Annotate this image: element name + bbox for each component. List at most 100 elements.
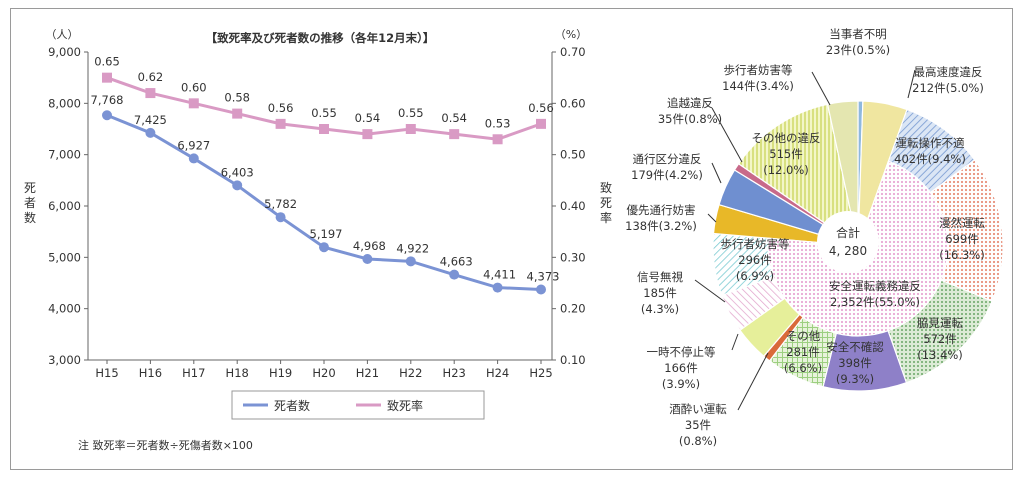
data-label-rate: 0.65 [94, 55, 120, 69]
line-chart: 【致死率及び死者数の推移（各年12月末）】 （人） （%） 9,000 8,000 7,0… [24, 28, 612, 452]
right-axis-unit: （%） [555, 28, 587, 41]
point-rate [232, 108, 243, 119]
point-rate [492, 134, 503, 145]
pie-label-name: 安全不確認 [826, 340, 884, 354]
pie-center-value: 4, 280 [829, 244, 867, 258]
pie-label-value: 212件(5.0%) [912, 81, 984, 95]
right-tick-label: 0.20 [560, 302, 586, 316]
data-label-deaths: 5,197 [310, 227, 343, 241]
pie-label-name: 歩行者妨害等 [721, 237, 790, 251]
point-deaths [319, 242, 329, 253]
figure-frame [10, 8, 1013, 470]
pie-label-pct: (4.3%) [641, 302, 679, 316]
point-rate [102, 72, 112, 83]
right-tick-label: 0.60 [560, 96, 586, 110]
pie-slice [737, 103, 859, 248]
pie-slice [826, 100, 859, 247]
data-label-deaths: 4,968 [353, 239, 386, 253]
data-label-deaths: 4,922 [396, 241, 429, 255]
pie-label-pct: (12.0%) [763, 163, 809, 177]
x-tick-label: H24 [486, 366, 509, 380]
pie-label-pct: (9.3%) [836, 372, 874, 386]
pie-center-label: 合計 [836, 225, 860, 240]
point-deaths [449, 269, 460, 280]
data-label-rate: 0.60 [181, 80, 207, 94]
point-deaths [362, 253, 373, 264]
legend-label-deaths: 死者数 [274, 398, 310, 413]
series-line-deaths [106, 113, 542, 292]
pie-label-name: 優先通行妨害 [627, 203, 696, 217]
x-tick-label: H21 [356, 366, 379, 380]
pie-leader-line [707, 213, 717, 223]
point-rate [188, 98, 199, 109]
left-tick-label: 6,000 [48, 199, 81, 213]
right-tick-label: 0.10 [560, 353, 586, 367]
pie-label-count: 296件 [738, 253, 771, 267]
pie-inner-label-name: 安全運転義務違反 [829, 279, 921, 293]
point-deaths [536, 284, 546, 295]
legend-label-rate: 致死率 [387, 398, 423, 413]
data-label-rate: 0.56 [268, 101, 294, 115]
pie-leader-line [731, 333, 739, 351]
pie-chart: 合計 4, 280 当事者不明 23件(0.5%) 最高速度違反 212件(5.0%) 運転… [625, 27, 1004, 448]
point-deaths [405, 256, 416, 267]
data-label-deaths: 4,411 [483, 268, 516, 282]
pie-inner-label-value: 2,352件(55.0%) [830, 295, 920, 309]
data-label-rate: 0.55 [311, 106, 337, 120]
data-label-rate: 0.54 [441, 111, 467, 125]
data-label-rate: 0.58 [224, 91, 250, 105]
data-label-deaths: 4,663 [440, 255, 473, 269]
right-axis-title: 致死率 [600, 181, 612, 225]
x-tick-label: H23 [443, 366, 466, 380]
data-label-deaths: 7,425 [134, 113, 167, 127]
pie-label-count: 185件 [643, 286, 676, 300]
data-label-deaths: 6,403 [221, 165, 254, 179]
pie-label-pct: (13.4%) [917, 348, 963, 362]
pie-label-name: 通行区分違反 [633, 152, 702, 166]
left-tick-label: 5,000 [48, 250, 81, 264]
pie-leader-line [694, 279, 726, 303]
point-deaths [102, 110, 112, 121]
x-tick-label: H19 [269, 366, 292, 380]
point-rate [319, 124, 329, 134]
pie-leader-line [737, 352, 769, 411]
left-tick-label: 8,000 [48, 96, 81, 110]
point-deaths [492, 282, 503, 293]
left-axis-title: 死者数 [24, 181, 36, 225]
pie-label-count: 281件 [786, 345, 819, 359]
pie-label-count: 35件 [685, 418, 711, 432]
pie-label-name: 信号無視 [637, 270, 683, 284]
pie-label-value: 23件(0.5%) [826, 43, 890, 57]
x-tick-label: H18 [226, 366, 249, 380]
pie-label-name: 運転操作不適 [896, 136, 965, 150]
pie-label-count: 166件 [664, 361, 697, 375]
pie-leader-line [811, 71, 831, 106]
pie-center-hole [817, 211, 879, 273]
pie-label-name: 漫然運転 [939, 216, 985, 230]
pie-label-name: 歩行者妨害等 [724, 63, 793, 77]
pie-label-pct: (16.3%) [939, 248, 985, 262]
left-tick-label: 7,000 [48, 148, 81, 162]
point-rate [449, 129, 460, 140]
point-rate [145, 88, 156, 99]
pie-label-value: 138件(3.2%) [625, 219, 697, 233]
left-tick-label: 4,000 [48, 302, 81, 316]
pie-label-name: 追越違反 [667, 96, 713, 110]
right-tick-label: 0.30 [560, 250, 586, 264]
pie-label-name: 酒酔い運転 [669, 402, 727, 416]
pie-label-pct: (6.9%) [736, 269, 774, 283]
x-tick-label: H16 [139, 366, 162, 380]
pie-label-pct: (0.8%) [679, 434, 717, 448]
pie-leader-line [907, 69, 916, 99]
left-tick-label: 9,000 [48, 45, 81, 59]
data-label-deaths: 4,373 [527, 270, 560, 284]
point-rate [536, 118, 546, 129]
left-axis-unit: （人） [46, 28, 79, 41]
pie-label-pct: (6.6%) [784, 361, 822, 375]
x-tick-label: H25 [529, 366, 552, 380]
x-tick-label: H17 [182, 366, 205, 380]
data-label-deaths: 5,782 [264, 197, 297, 211]
footnote: 注 致死率＝死者数÷死傷者数×100 [78, 438, 253, 452]
pie-label-value: 144件(3.4%) [722, 79, 794, 93]
x-tick-label: H20 [312, 366, 335, 380]
